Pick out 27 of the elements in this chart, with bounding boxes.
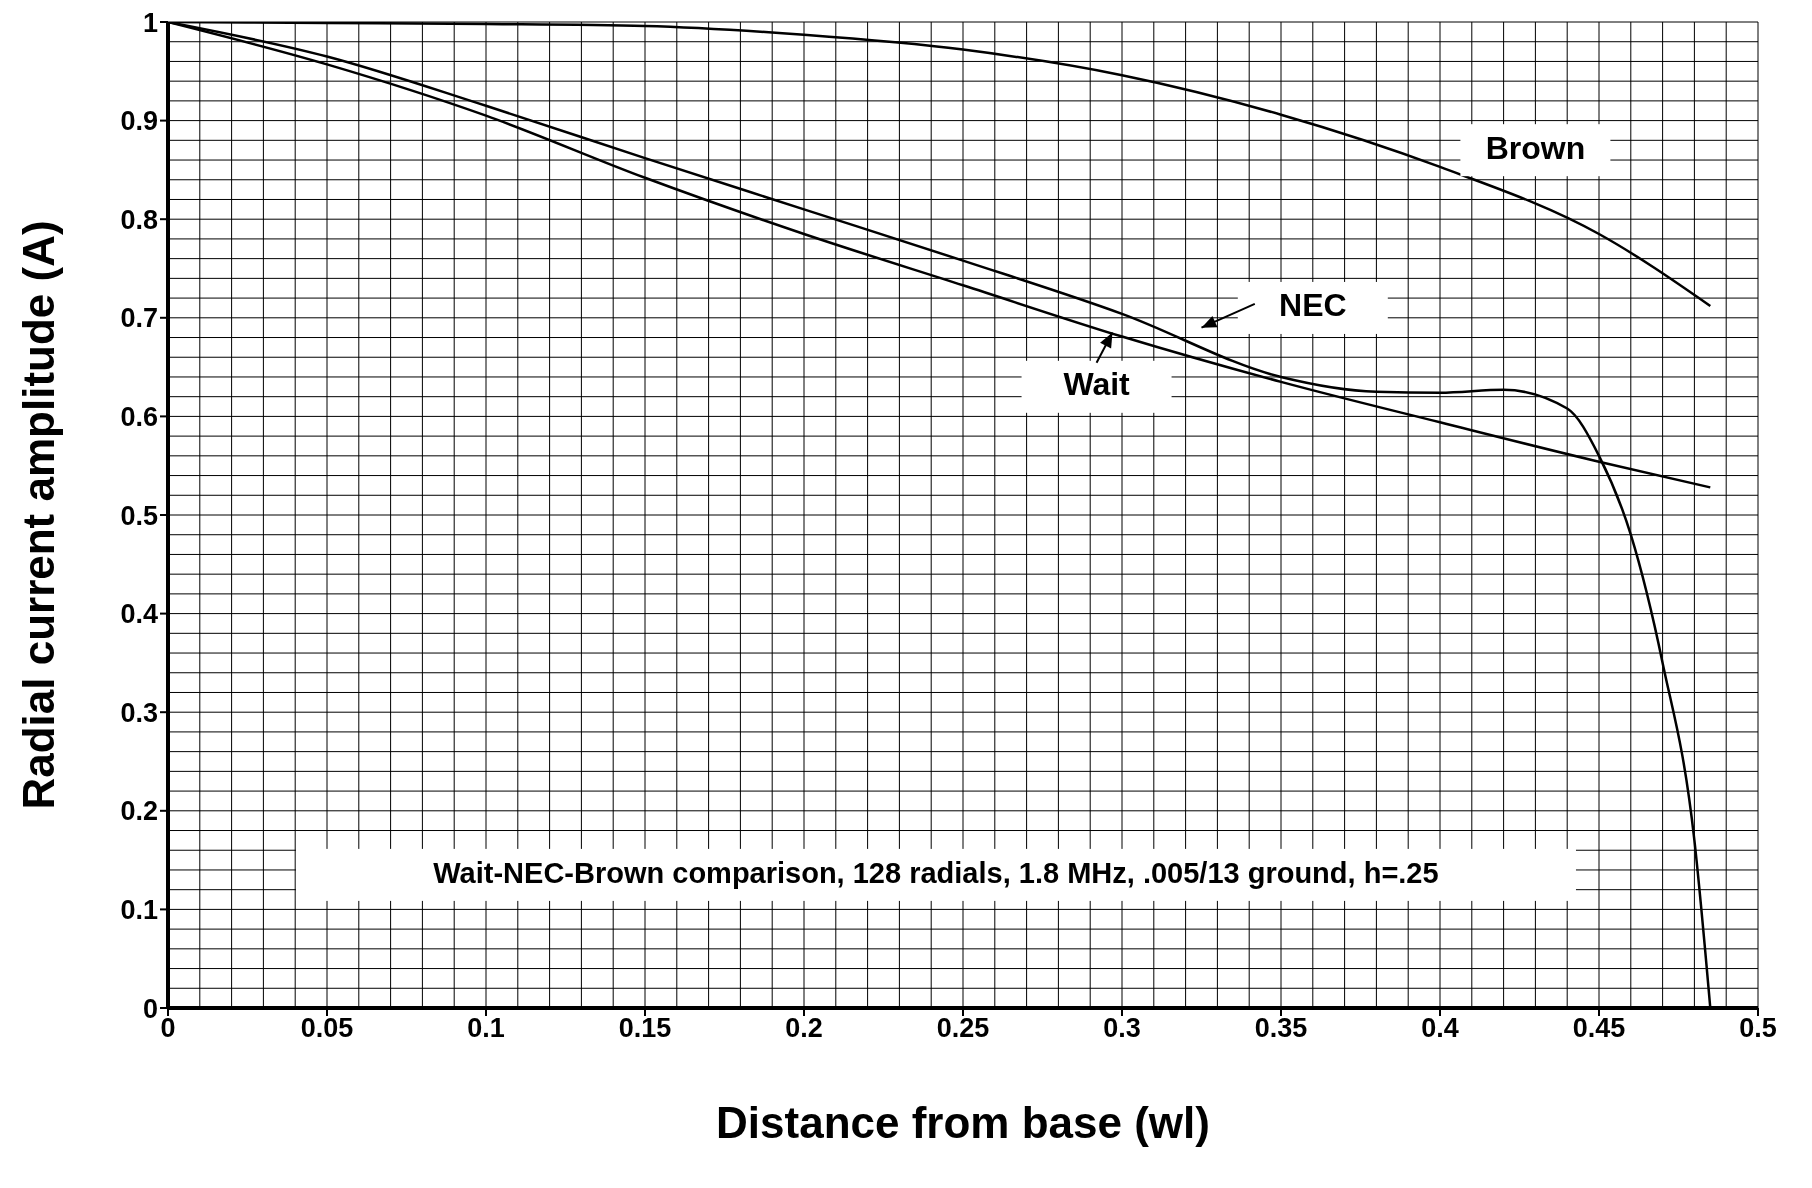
x-tick-label: 0.4 xyxy=(1421,1013,1459,1044)
x-tick-label: 0.25 xyxy=(936,1013,990,1044)
y-tick-label: 0.5 xyxy=(120,500,158,531)
y-tick-label: 0 xyxy=(142,993,158,1024)
annotation: Wait-NEC-Brown comparison, 128 radials, 1.8 MHz, .005/13 ground, h=.25 xyxy=(433,856,1439,889)
x-tick-label: 0.2 xyxy=(785,1013,823,1044)
x-tick-label: 0.5 xyxy=(1739,1013,1777,1044)
legend-label: NEC xyxy=(1279,287,1347,324)
y-tick-label: 0.7 xyxy=(120,303,158,334)
y-tick-label: 0.1 xyxy=(120,894,158,925)
y-tick-label: 0.4 xyxy=(120,599,158,630)
x-axis-title: Distance from base (wl) xyxy=(716,1098,1210,1147)
y-tick-label: 0.6 xyxy=(120,401,158,432)
x-tick-label: 0.3 xyxy=(1103,1013,1141,1044)
y-tick-label: 0.8 xyxy=(120,204,158,235)
x-tick-label: 0.05 xyxy=(300,1013,354,1044)
y-tick-label: 0.2 xyxy=(120,796,158,827)
x-tick-label: 0.1 xyxy=(467,1013,505,1044)
y-tick-label: 0.9 xyxy=(120,106,158,137)
x-tick-label: 0.45 xyxy=(1572,1013,1626,1044)
series-label: Wait xyxy=(1063,366,1131,403)
x-tick-label: 0.15 xyxy=(618,1013,672,1044)
y-tick-label: 1 xyxy=(142,7,158,38)
y-tick-label: 0.3 xyxy=(120,697,158,728)
x-tick-label: 0.35 xyxy=(1254,1013,1308,1044)
y-axis-title: Radial current amplitude (A) xyxy=(13,220,63,810)
series-label: Brown xyxy=(1485,129,1586,166)
